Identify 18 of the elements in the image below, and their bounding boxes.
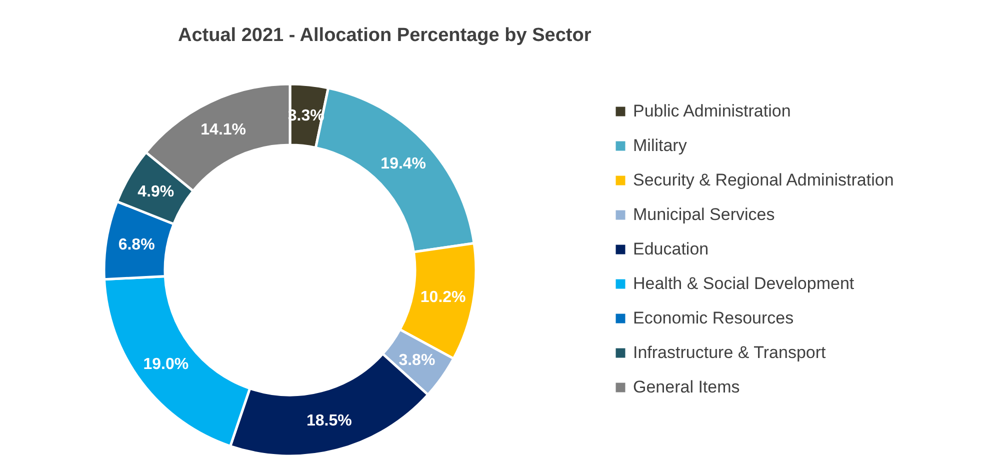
legend-label: Public Administration xyxy=(633,102,791,120)
legend-label: Health & Social Development xyxy=(633,274,854,293)
chart-title: Actual 2021 - Allocation Percentage by Sector xyxy=(178,25,592,46)
legend-label: Military xyxy=(633,136,688,155)
legend-label: Economic Resources xyxy=(633,308,794,328)
data-label: 18.5% xyxy=(306,412,352,430)
legend-label: Infrastructure & Transport xyxy=(633,343,826,362)
legend-label: Education xyxy=(633,240,709,258)
data-label: 4.9% xyxy=(138,183,174,200)
legend-label: Municipal Services xyxy=(633,205,775,224)
data-label: 6.8% xyxy=(118,236,155,254)
legend-label: General Items xyxy=(633,378,740,396)
legend-label: Security & Regional Administration xyxy=(633,170,894,190)
data-label: 19.4% xyxy=(380,156,426,173)
data-label: 10.2% xyxy=(420,289,466,306)
data-label: 14.1% xyxy=(200,122,246,139)
data-label: 19.0% xyxy=(143,356,189,373)
data-label: 3.8% xyxy=(398,352,436,369)
